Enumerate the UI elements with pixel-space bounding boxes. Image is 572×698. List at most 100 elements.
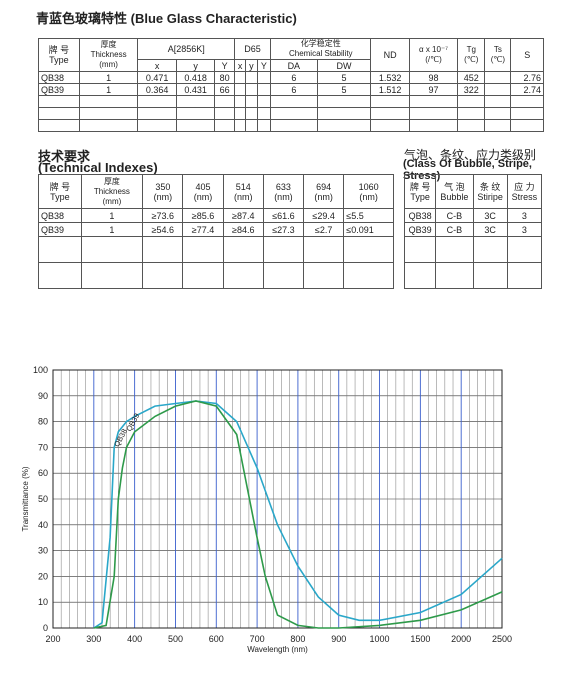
cell: 6 (270, 83, 318, 96)
sub-header: Y (214, 59, 235, 72)
cell: 1 (80, 222, 144, 237)
title-technical-en: (Technical Indexes) (38, 160, 158, 175)
table-row: QB38 C-B 3C 3 (403, 208, 543, 223)
x-tick-label: 800 (290, 634, 305, 644)
x-tick-label: 500 (168, 634, 183, 644)
col-chem-header: 化学稳定性 Chemical Stability (270, 38, 372, 60)
y-tick-label: 70 (38, 442, 48, 452)
empty-row (38, 119, 544, 132)
y-tick-label: 100 (33, 365, 48, 375)
x-axis-label: Wavelength (nm) (247, 645, 308, 654)
cell: ≥87.4 (222, 208, 264, 223)
cell: ≥73.6 (142, 208, 184, 223)
cell: 98 (408, 71, 459, 84)
cell: ≤27.3 (262, 222, 305, 237)
cell: 97 (408, 83, 459, 96)
cell (484, 83, 512, 96)
cell: 2.74 (510, 83, 544, 96)
cell (256, 83, 272, 96)
table-row: QB39 C-B 3C 3 (403, 222, 543, 237)
cell (245, 83, 258, 96)
table-row: QB39 1 ≥54.6 ≥77.4 ≥84.6 ≤27.3 ≤2.7 ≤0.0… (38, 222, 394, 237)
x-tick-label: 300 (86, 634, 101, 644)
cell: 3 (506, 222, 543, 237)
plot-frame (52, 369, 503, 629)
cell: ≥84.6 (222, 222, 264, 237)
sub-header: x (233, 59, 247, 72)
table-row: QB38 1 0.471 0.418 80 6 5 1.532 98 452 2… (38, 71, 544, 84)
col-tg-header: Tg (℃) (457, 38, 486, 72)
col-wl-header: 350 (nm) (142, 174, 184, 209)
cell: 66 (214, 83, 235, 96)
col-stripe-header: 条 纹 Stiripe (472, 174, 508, 209)
x-tick-label: 900 (331, 634, 346, 644)
cell: ≤29.4 (303, 208, 345, 223)
sub-header: Y (256, 59, 272, 72)
cell: ≥77.4 (182, 222, 224, 237)
empty-row (38, 262, 394, 289)
y-tick-label: 10 (38, 597, 48, 607)
transmittance-chart: 0 10 20 30 40 50 60 70 80 90 100 200 300 400 500 600 700… (0, 360, 572, 695)
cell (245, 71, 258, 84)
col-s-header: S (510, 38, 544, 72)
cell: 3C (472, 222, 508, 237)
col-wl-header: 1060 (nm) (343, 174, 394, 209)
col-stress-header: 应 力 Stress (506, 174, 543, 209)
col-alpha-header: α x 10⁻⁷ (/℃) (408, 38, 459, 72)
col-wl-header: 514 (nm) (222, 174, 264, 209)
cell: QB38 (38, 208, 82, 223)
col-bubble-header: 气 泡 Bubble (435, 174, 474, 209)
col-wl-header: 694 (nm) (303, 174, 345, 209)
cell: 3C (472, 208, 508, 223)
y-tick-label: 90 (38, 391, 48, 401)
cell: QB39 (403, 222, 437, 237)
cell: QB38 (38, 71, 80, 84)
cell: 1.532 (370, 71, 410, 84)
cell: 3 (506, 208, 543, 223)
cell: C-B (435, 222, 474, 237)
cell: QB39 (38, 83, 80, 96)
cell: 80 (214, 71, 235, 84)
cell: 322 (457, 83, 486, 96)
cell: QB38 (403, 208, 437, 223)
cell: ≤61.6 (262, 208, 305, 223)
col-wl-header: 633 (nm) (262, 174, 305, 209)
chart-svg: 0 10 20 30 40 50 60 70 80 90 100 200 300 400 500 600 700… (21, 365, 512, 654)
cell: 5 (316, 83, 372, 96)
col-ts-header: Ts (℃) (484, 38, 512, 72)
title-class-cn: 气泡、条纹、应力类级别 (404, 148, 537, 162)
table-row: QB39 1 0.364 0.431 66 6 5 1.512 97 322 2… (38, 83, 544, 96)
col-wl-header: 405 (nm) (182, 174, 224, 209)
y-tick-label: 60 (38, 468, 48, 478)
cell: ≥54.6 (142, 222, 184, 237)
cell: 2.76 (510, 71, 544, 84)
x-tick-label: 200 (45, 634, 60, 644)
cell: 5 (316, 71, 372, 84)
cell: 452 (457, 71, 486, 84)
x-tick-label: 400 (127, 634, 142, 644)
sub-header: DW (316, 59, 372, 72)
col-thickness-header: 厚度 Thickness (mm) (78, 38, 139, 72)
cell: 1 (78, 83, 139, 96)
y-tick-label: 0 (43, 623, 48, 633)
y-axis-label: Transmittance (%) (21, 466, 30, 531)
cell (256, 71, 272, 84)
col-type-header: 牌 号 Type (403, 174, 437, 209)
cell: 1 (80, 208, 144, 223)
cell: 1 (78, 71, 139, 84)
col-nd-header: ND (370, 38, 410, 72)
characteristic-table: 牌 号 Type 厚度 Thickness (mm) A[2856K] D65 化学稳… (38, 38, 544, 132)
cell: 0.471 (137, 71, 177, 84)
col-d65-header: D65 (233, 38, 272, 60)
cell: ≤5.5 (343, 208, 394, 223)
technical-table: 牌 号 Type 厚度 Thickness (mm) 350 (nm) 405 (nm) … (38, 174, 394, 289)
y-tick-label: 50 (38, 494, 48, 504)
series-line-qb39 (93, 400, 503, 629)
cell: ≤2.7 (303, 222, 345, 237)
empty-row (38, 95, 544, 108)
cell: ≥85.6 (182, 208, 224, 223)
col-a2856k-header: A[2856K] (137, 38, 235, 60)
sub-header: DA (270, 59, 318, 72)
cell: 6 (270, 71, 318, 84)
cell (233, 71, 247, 84)
